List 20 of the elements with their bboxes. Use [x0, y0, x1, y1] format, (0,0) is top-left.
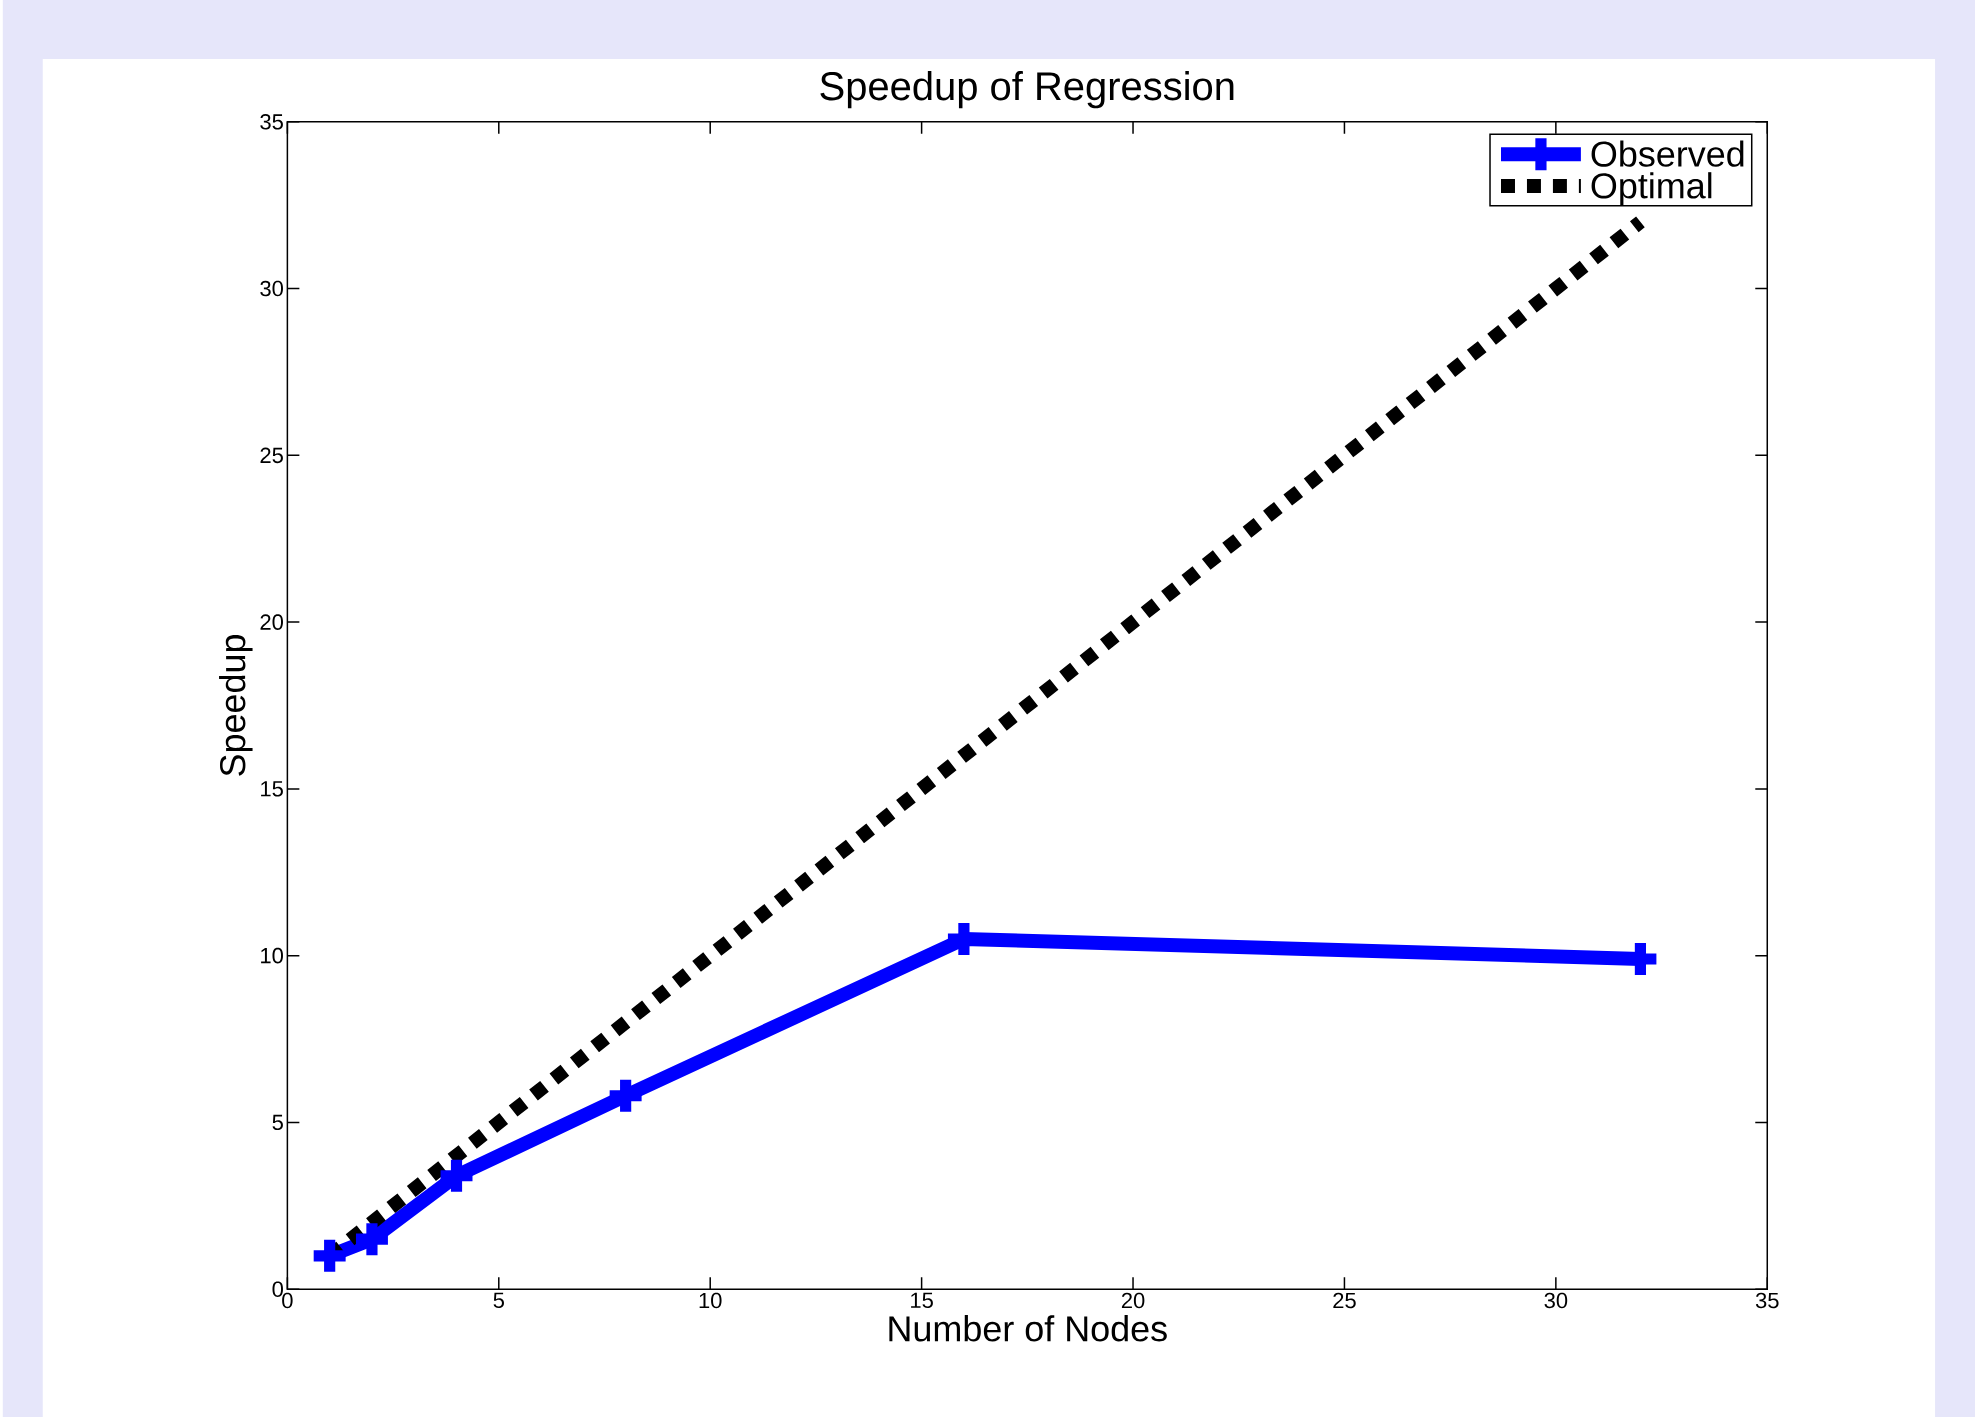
y-tick-label: 35	[260, 114, 283, 130]
legend-label: Observed	[1591, 140, 1744, 167]
y-tick-label: 30	[260, 280, 283, 297]
y-tick-label: 10	[261, 947, 283, 964]
y-tick-label: 15	[261, 781, 283, 797]
y-axis-title: Speedup	[219, 635, 253, 776]
y-tick-label: 25	[260, 447, 283, 464]
x-tick-label: 20	[1121, 1292, 1145, 1309]
x-tick-label: 10	[699, 1292, 722, 1309]
x-tick-label: 15	[911, 1292, 933, 1309]
legend-label: Optimal	[1591, 172, 1712, 206]
x-tick-label: 35	[1755, 1292, 1779, 1309]
x-tick-label: 5	[493, 1292, 504, 1309]
y-tick-label: 0	[272, 1281, 283, 1297]
x-axis-title: Number of Nodes	[889, 1315, 1167, 1342]
y-tick-label: 5	[272, 1114, 283, 1131]
x-tick-label: 25	[1333, 1292, 1356, 1309]
chart-title: Speedup of Regression	[820, 71, 1234, 109]
x-tick-label: 30	[1544, 1292, 1568, 1309]
y-tick-label: 20	[260, 614, 283, 630]
